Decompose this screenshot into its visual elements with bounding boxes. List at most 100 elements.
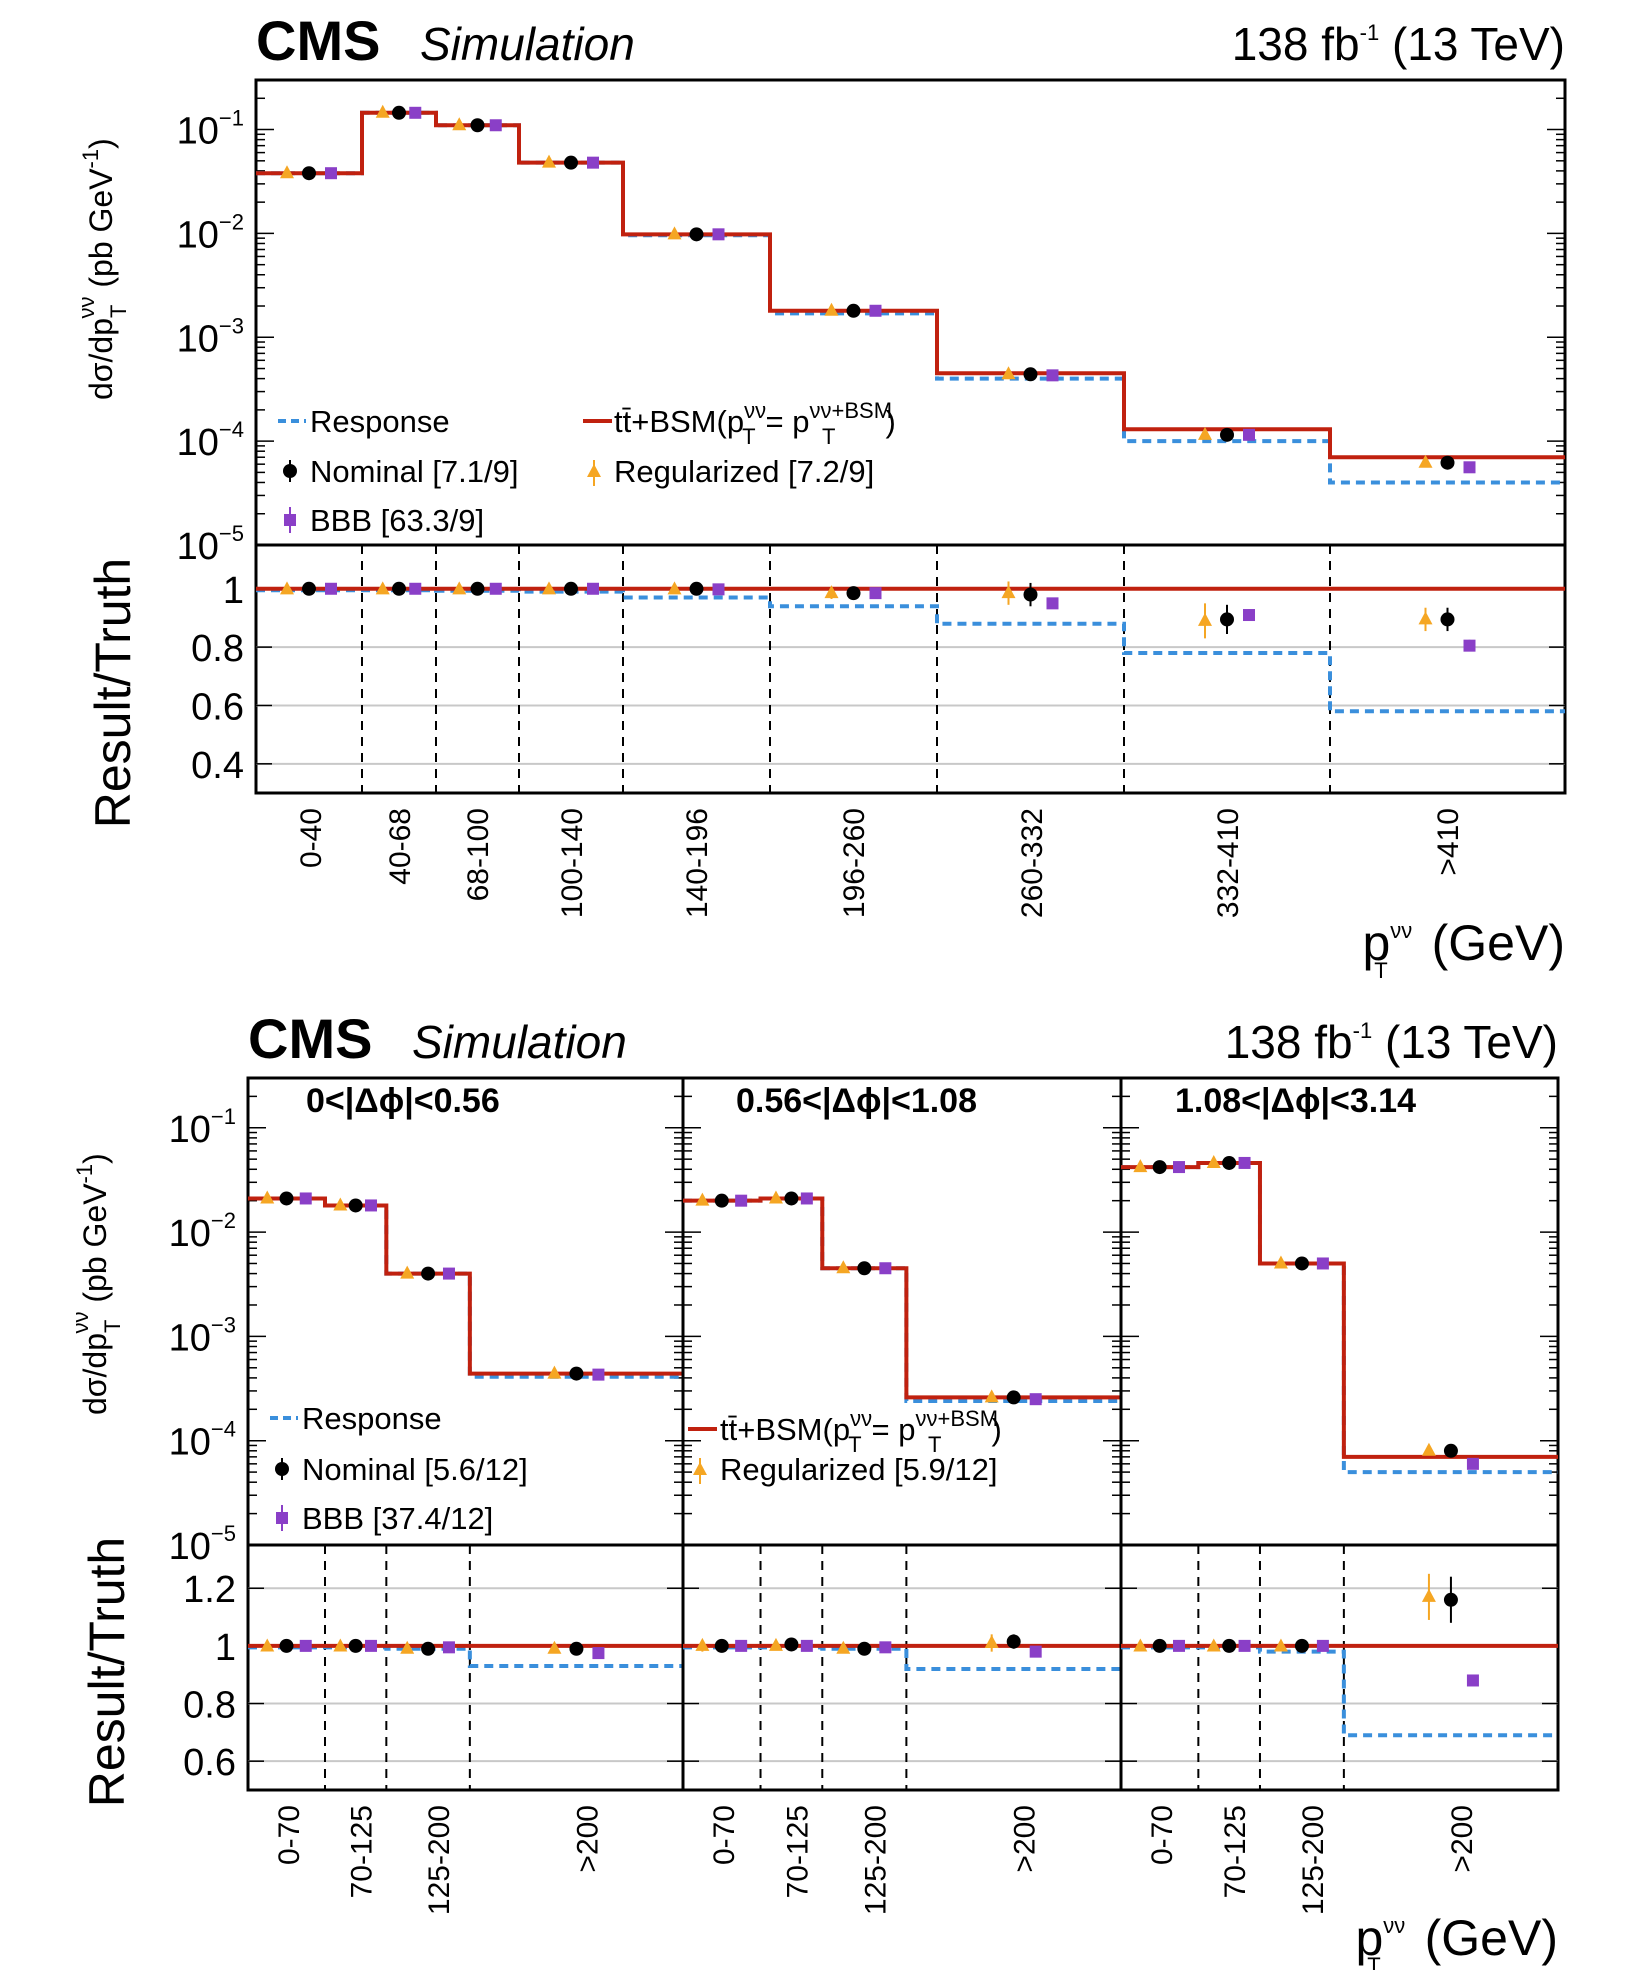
ratio-tick-label: 0.6 bbox=[183, 1742, 236, 1784]
regularized-point bbox=[260, 1190, 275, 1204]
nominal-point bbox=[348, 1198, 363, 1213]
nominal-point bbox=[846, 303, 861, 318]
cms-label-top: CMS bbox=[256, 9, 380, 72]
ratio-bbb-point bbox=[325, 582, 337, 595]
truth-line bbox=[683, 1196, 1121, 1400]
regularized-point bbox=[1001, 366, 1016, 380]
regularized-point bbox=[542, 154, 556, 168]
ratio-nominal-point bbox=[470, 581, 485, 596]
y-tick-label: 10−4 bbox=[177, 417, 244, 464]
ratio-bbb-point bbox=[1029, 1645, 1042, 1658]
ratio-regularized-point bbox=[667, 581, 682, 595]
bin-label: 70-125 bbox=[346, 1805, 379, 1898]
y-tick-label: 10−2 bbox=[169, 1208, 236, 1255]
response-line bbox=[248, 1196, 683, 1379]
bbb-point bbox=[1029, 1393, 1042, 1406]
ratio-nominal-point bbox=[1222, 1638, 1237, 1653]
nominal-point bbox=[714, 1193, 729, 1208]
bin-label: >200 bbox=[1009, 1805, 1042, 1873]
y-tick-label: 10−3 bbox=[169, 1312, 236, 1359]
ratio-regularized-point bbox=[547, 1640, 562, 1654]
ratio-bbb-point bbox=[1316, 1639, 1329, 1652]
regularized-point bbox=[768, 1190, 783, 1204]
ratio-nominal-point bbox=[689, 581, 704, 596]
legend-nominal-label-top: Nominal [7.1/9] bbox=[310, 454, 519, 489]
response-line bbox=[683, 1196, 1121, 1404]
ratio-bbb-point bbox=[800, 1639, 813, 1652]
ratio-frame bbox=[246, 1543, 1560, 1792]
truth-line bbox=[1121, 1160, 1558, 1459]
bbb-point bbox=[1466, 1457, 1479, 1470]
xlabel-top: pνν T (GeV) bbox=[1362, 915, 1565, 983]
ratio-nominal-point bbox=[421, 1641, 436, 1656]
regularized-point bbox=[333, 1197, 348, 1211]
bbb-point bbox=[325, 167, 337, 180]
ratio-bbb-point bbox=[1243, 609, 1255, 622]
bin-label: 125-200 bbox=[859, 1805, 892, 1915]
nominal-point bbox=[392, 105, 406, 120]
y-tick-label: 10−5 bbox=[177, 521, 244, 568]
bbb-point bbox=[1316, 1257, 1329, 1270]
y-tick-label: 10−2 bbox=[177, 209, 244, 256]
simulation-label-top: Simulation bbox=[420, 18, 635, 70]
ratio-regularized-point bbox=[452, 581, 467, 595]
ratio-regularized-point bbox=[1273, 1638, 1288, 1652]
xlabel-bottom: pνν T (GeV) bbox=[1355, 1910, 1558, 1970]
ratio-ylabel-top: Result/Truth bbox=[85, 558, 141, 828]
top-ratio-plot: 0.4 0.6 0.8 1 bbox=[191, 543, 1567, 795]
ratio-bbb-point bbox=[1238, 1639, 1251, 1652]
legend-bbb-marker bbox=[284, 514, 296, 526]
nominal-point bbox=[857, 1261, 872, 1276]
ratio-regularized-point bbox=[1421, 1588, 1436, 1602]
ratio-regularized-point bbox=[824, 585, 839, 599]
bottom-ratio-plot: 0.6 0.8 1 1.2 bbox=[183, 1543, 1560, 1792]
bbb-point bbox=[409, 106, 422, 119]
bin-label: 40-68 bbox=[384, 808, 417, 885]
regularized-point bbox=[984, 1389, 999, 1403]
ratio-bbb-point bbox=[869, 587, 882, 600]
top-main-plot: 10−5 10−4 10−3 10−2 10−1 bbox=[177, 78, 1567, 568]
bin-label: >410 bbox=[1432, 808, 1465, 876]
panel-label-3: 1.08<|Δϕ|<3.14 bbox=[1175, 1082, 1416, 1120]
bbb-point bbox=[299, 1192, 312, 1205]
bin-label: 140-196 bbox=[681, 808, 714, 918]
ratio-regularized-point bbox=[984, 1635, 999, 1648]
ratio-nominal-point bbox=[846, 586, 861, 601]
y-tick-label: 10−4 bbox=[169, 1417, 236, 1464]
bin-label: 125-200 bbox=[1297, 1805, 1330, 1915]
truth-line bbox=[248, 1196, 683, 1376]
legend-truth-label-bottom: tt̄+BSM(pνν T = pνν+BSM T) bbox=[720, 1406, 1002, 1457]
legend-top: Response tt̄+BSM(pνν T = pνν+BSM T) Nominal… bbox=[278, 398, 896, 538]
bbb-point bbox=[879, 1262, 892, 1275]
truth-line bbox=[256, 110, 1565, 460]
nominal-point bbox=[1443, 1443, 1458, 1458]
bin-label: 70-125 bbox=[1219, 1805, 1252, 1898]
bin-label: 125-200 bbox=[423, 1805, 456, 1915]
lumi-label-bottom: 138 fb-1 (13 TeV) bbox=[1225, 1016, 1558, 1068]
bbb-point bbox=[1243, 428, 1255, 441]
ratio-response-line bbox=[248, 1645, 683, 1669]
ratio-regularized-point bbox=[1418, 611, 1433, 625]
bbb-point bbox=[800, 1192, 813, 1205]
ratio-regularized-point bbox=[375, 581, 390, 595]
regularized-point bbox=[1206, 1154, 1221, 1168]
ratio-nominal-point bbox=[564, 581, 578, 596]
bin-label: 68-100 bbox=[462, 808, 495, 901]
nominal-point bbox=[470, 118, 485, 133]
ratio-regularized-point bbox=[260, 1638, 275, 1652]
y-tick-label: 10−3 bbox=[177, 313, 244, 360]
ratio-nominal-point bbox=[857, 1641, 872, 1656]
ratio-regularized-point bbox=[695, 1637, 710, 1651]
ratio-nominal-point bbox=[279, 1638, 294, 1653]
ratio-bbb-point bbox=[587, 582, 599, 595]
nominal-point bbox=[302, 166, 316, 181]
nominal-point bbox=[279, 1191, 294, 1206]
legend-regularized-marker bbox=[693, 1462, 707, 1475]
bbb-point bbox=[1046, 369, 1059, 382]
regularized-point bbox=[1273, 1255, 1288, 1269]
ratio-regularized-point bbox=[400, 1640, 415, 1654]
ratio-tick-label: 0.8 bbox=[183, 1685, 236, 1727]
ratio-nominal-point bbox=[348, 1638, 363, 1653]
regularized-point bbox=[375, 104, 390, 118]
ratio-regularized-point bbox=[333, 1638, 348, 1652]
